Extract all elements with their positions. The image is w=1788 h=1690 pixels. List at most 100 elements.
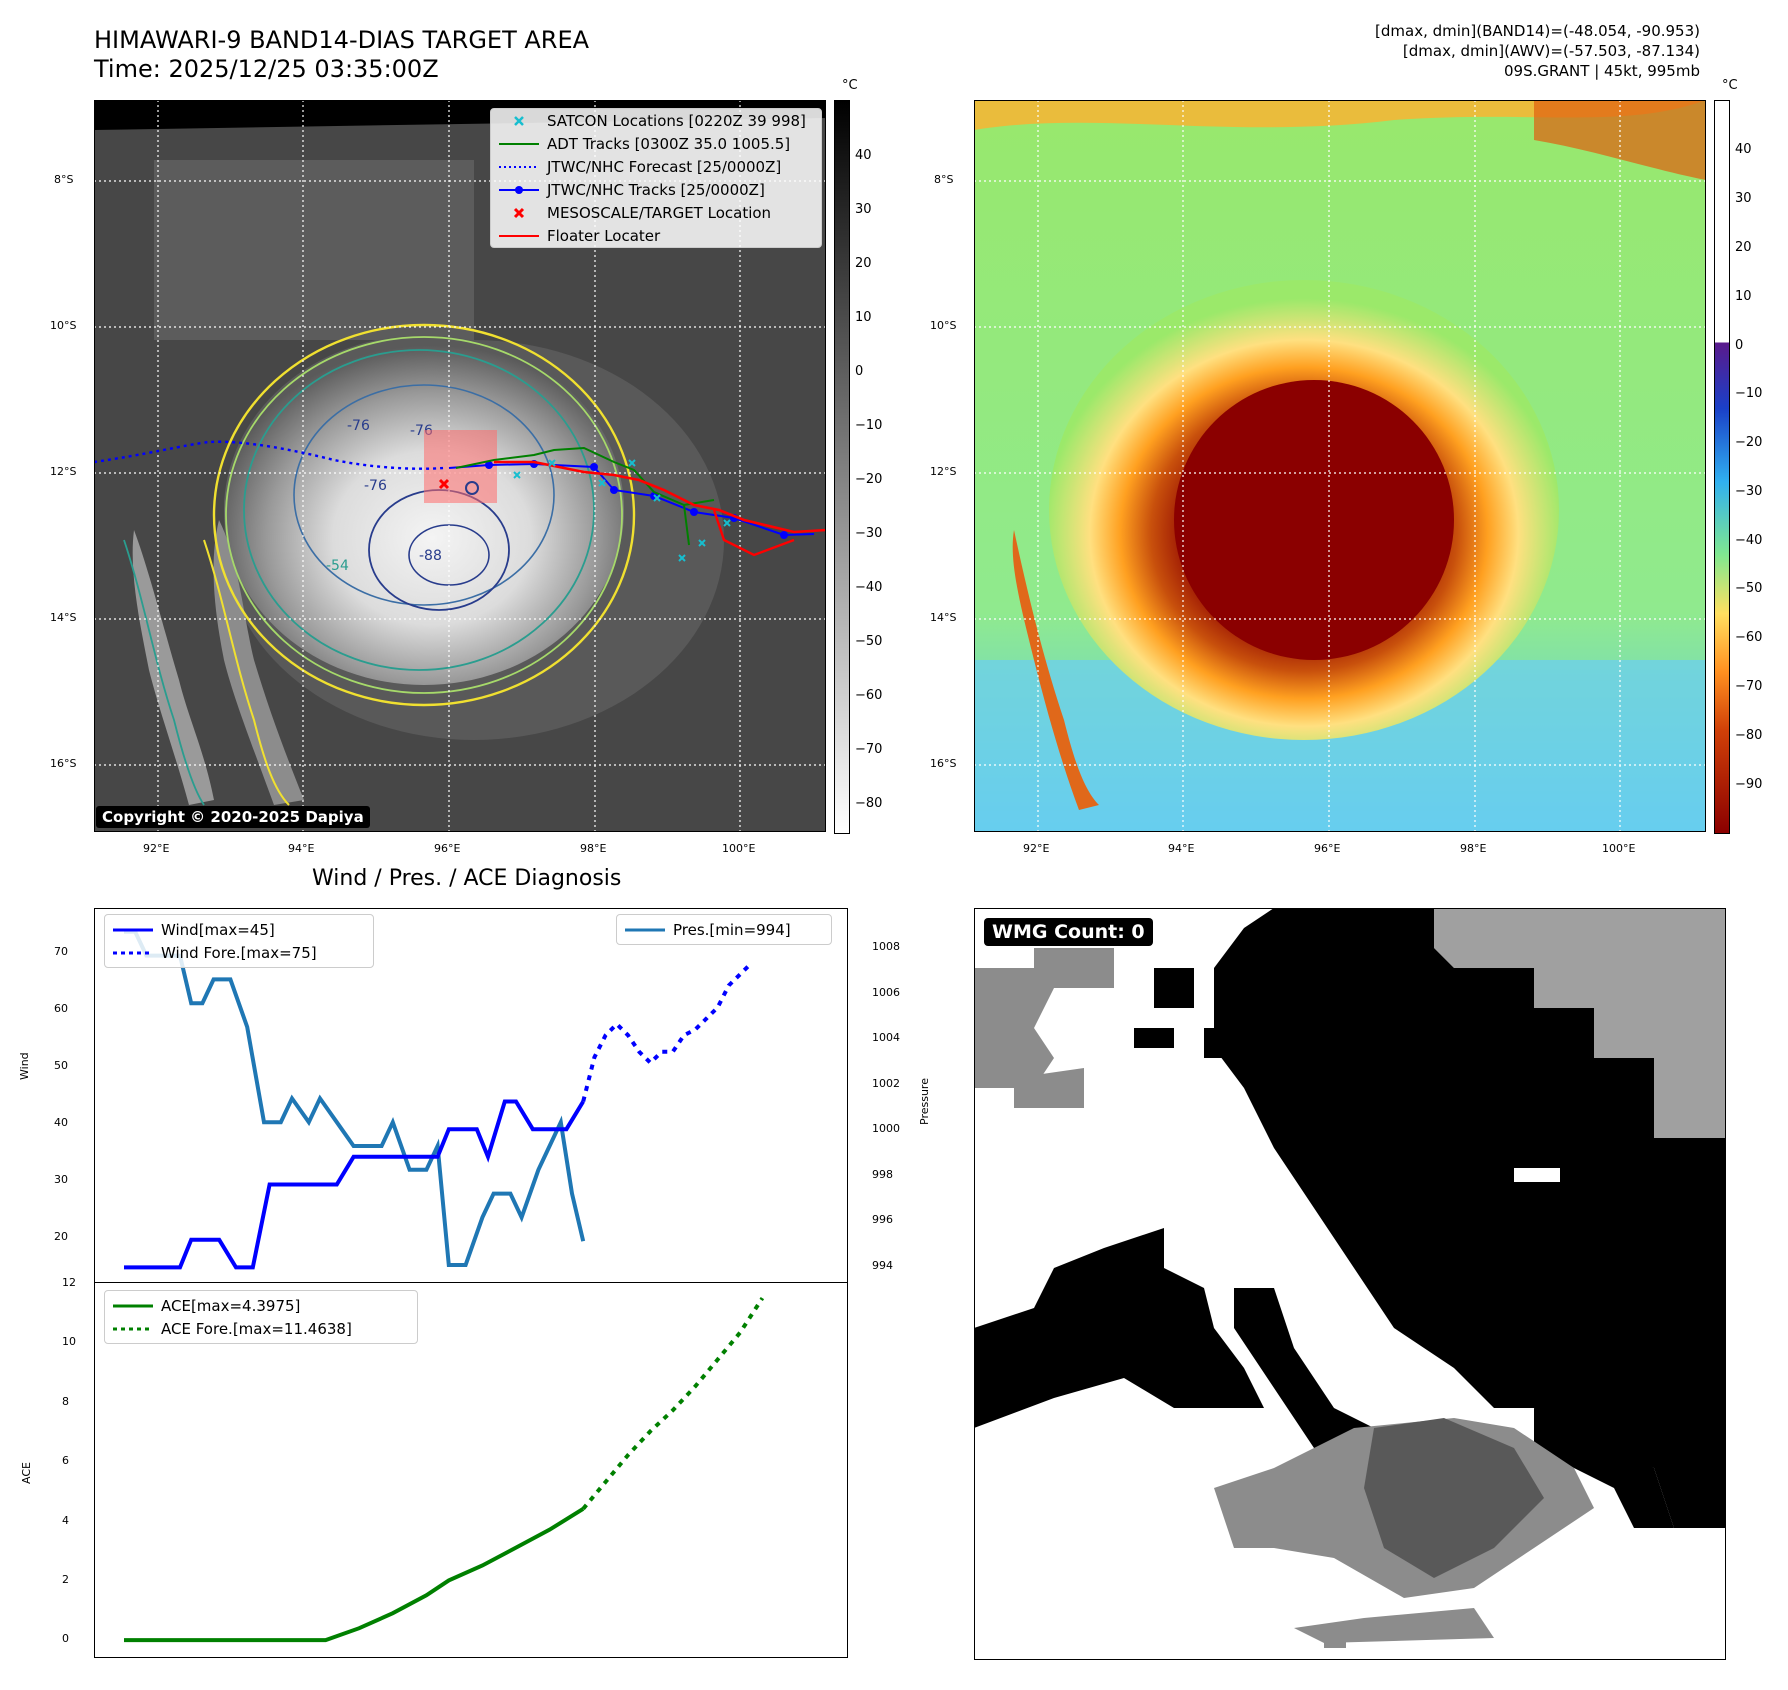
blue-dotted-line-icon: [111, 946, 155, 960]
map-grid: [974, 100, 1706, 832]
legend-label: JTWC/NHC Forecast [25/0000Z]: [547, 157, 782, 176]
wind-tick: 50: [54, 1059, 68, 1072]
ace-tick: 6: [62, 1454, 69, 1467]
cyan-x-marker-icon: [497, 114, 541, 128]
colorbar-tick: 40: [1735, 142, 1752, 157]
colorbar-tick: 20: [1735, 240, 1752, 255]
pressure-tick: 1000: [872, 1122, 900, 1135]
legend-row-wind: Wind[max=45]: [105, 918, 373, 941]
colorbar-tick: −30: [1735, 484, 1763, 499]
legend-row-adt: ADT Tracks [0300Z 35.0 1005.5]: [491, 132, 821, 155]
red-x-marker-icon: [497, 206, 541, 220]
colorbar-tick: 10: [1735, 289, 1752, 304]
legend-label: Wind[max=45]: [161, 920, 275, 939]
pressure-tick: 1006: [872, 986, 900, 999]
lat-label: 8°S: [934, 173, 954, 186]
colorbar-tick: −30: [855, 526, 883, 541]
wind-legend: Wind[max=45] Wind Fore.[max=75]: [104, 914, 374, 968]
legend-row-floater: Floater Locater: [491, 224, 821, 247]
colorbar-tick: −10: [1735, 386, 1763, 401]
green-dotted-line-icon: [111, 1322, 155, 1336]
floater-track: [494, 460, 826, 534]
colorbar-unit: °C: [842, 78, 858, 93]
colorbar-tick: −50: [1735, 581, 1763, 596]
colorbar-tick: −40: [1735, 533, 1763, 548]
lat-label: 16°S: [930, 757, 957, 770]
wind-pressure-chart: [94, 908, 848, 1284]
legend-row-target: MESOSCALE/TARGET Location: [491, 201, 821, 224]
lat-label: 14°S: [930, 611, 957, 624]
legend-label: Wind Fore.[max=75]: [161, 943, 317, 962]
map-legend: SATCON Locations [0220Z 39 998] ADT Trac…: [490, 108, 822, 248]
lon-label: 96°E: [434, 842, 461, 855]
colorbar-tick: −10: [855, 418, 883, 433]
legend-label: ACE[max=4.3975]: [161, 1296, 301, 1315]
contour-yellow: [212, 323, 636, 707]
map-title-line2: Time: 2025/12/25 03:35:00Z: [94, 55, 439, 83]
legend-label: Floater Locater: [547, 226, 661, 245]
lon-label: 100°E: [1602, 842, 1636, 855]
lat-label: 12°S: [50, 465, 77, 478]
colorbar-tick: −70: [1735, 679, 1763, 694]
pressure-tick: 1002: [872, 1077, 900, 1090]
blue-line-icon: [111, 923, 155, 937]
legend-row-pressure: Pres.[min=994]: [617, 918, 831, 941]
legend-label: JTWC/NHC Tracks [25/0000Z]: [547, 180, 765, 199]
map-title-line1: HIMAWARI-9 BAND14-DIAS TARGET AREA: [94, 26, 590, 54]
green-line-icon: [497, 137, 541, 151]
target-x-icon: [438, 478, 450, 490]
contour-label: -76: [364, 478, 387, 494]
colorbar-tick: 0: [1735, 338, 1744, 353]
colorbar-tick: −70: [855, 742, 883, 757]
jtwc-forecast-track: [94, 440, 445, 470]
no-data-strip: [94, 100, 826, 130]
ace-legend: ACE[max=4.3975] ACE Fore.[max=11.4638]: [104, 1290, 418, 1344]
ace-series-line: [124, 1507, 585, 1643]
colorbar-tick: −20: [855, 472, 883, 487]
lon-label: 98°E: [1460, 842, 1487, 855]
blue-dotted-line-icon: [497, 160, 541, 174]
wmg-core: [1364, 1418, 1544, 1578]
wind-axis-label: Wind: [18, 1052, 31, 1080]
info-line1: [dmax, dmin](BAND14)=(-48.054, -90.953): [1375, 22, 1700, 40]
wind-tick: 30: [54, 1173, 68, 1186]
wmg-region: [974, 1228, 1264, 1428]
pressure-legend: Pres.[min=994]: [616, 914, 832, 945]
contour-label: -54: [326, 558, 349, 574]
colorbar-tick: 0: [855, 364, 864, 379]
legend-row-ace-fore: ACE Fore.[max=11.4638]: [105, 1317, 417, 1340]
legend-label: SATCON Locations [0220Z 39 998]: [547, 111, 806, 130]
legend-label: Pres.[min=994]: [673, 920, 791, 939]
wmg-panel: [974, 908, 1726, 1660]
legend-label: MESOSCALE/TARGET Location: [547, 203, 772, 222]
colorbar-tick: −80: [1735, 728, 1763, 743]
awv-map: [974, 100, 1706, 832]
pressure-tick: 1008: [872, 940, 900, 953]
wmg-count-badge: WMG Count: 0: [984, 918, 1153, 946]
diagnosis-title: Wind / Pres. / ACE Diagnosis: [312, 866, 622, 891]
satcon-markers: [513, 459, 731, 562]
contour-label: -76: [347, 418, 370, 434]
lat-label: 10°S: [50, 319, 77, 332]
ace-chart: [94, 1282, 848, 1658]
legend-label: ADT Tracks [0300Z 35.0 1005.5]: [547, 134, 791, 153]
adt-track: [455, 446, 715, 507]
lon-label: 92°E: [143, 842, 170, 855]
wind-tick: 70: [54, 945, 68, 958]
lon-label: 98°E: [580, 842, 607, 855]
wmg-region: [1214, 908, 1726, 1528]
colorbar-tick: −40: [855, 580, 883, 595]
pressure-axis-label: Pressure: [918, 1078, 931, 1125]
wind-tick: 20: [54, 1230, 68, 1243]
legend-row-jtwc-tracks: JTWC/NHC Tracks [25/0000Z]: [491, 178, 821, 201]
info-line3: 09S.GRANT | 45kt, 995mb: [1503, 62, 1700, 80]
steelblue-line-icon: [623, 923, 667, 937]
pressure-series-line: [124, 929, 586, 1267]
contour-label: -88: [419, 548, 442, 564]
wind-forecast-series-line: [581, 961, 753, 1102]
ace-tick: 2: [62, 1573, 69, 1586]
lat-label: 10°S: [930, 319, 957, 332]
ace-axis-label: ACE: [20, 1462, 33, 1484]
ace-tick: 10: [62, 1335, 76, 1348]
wind-tick: 60: [54, 1002, 68, 1015]
